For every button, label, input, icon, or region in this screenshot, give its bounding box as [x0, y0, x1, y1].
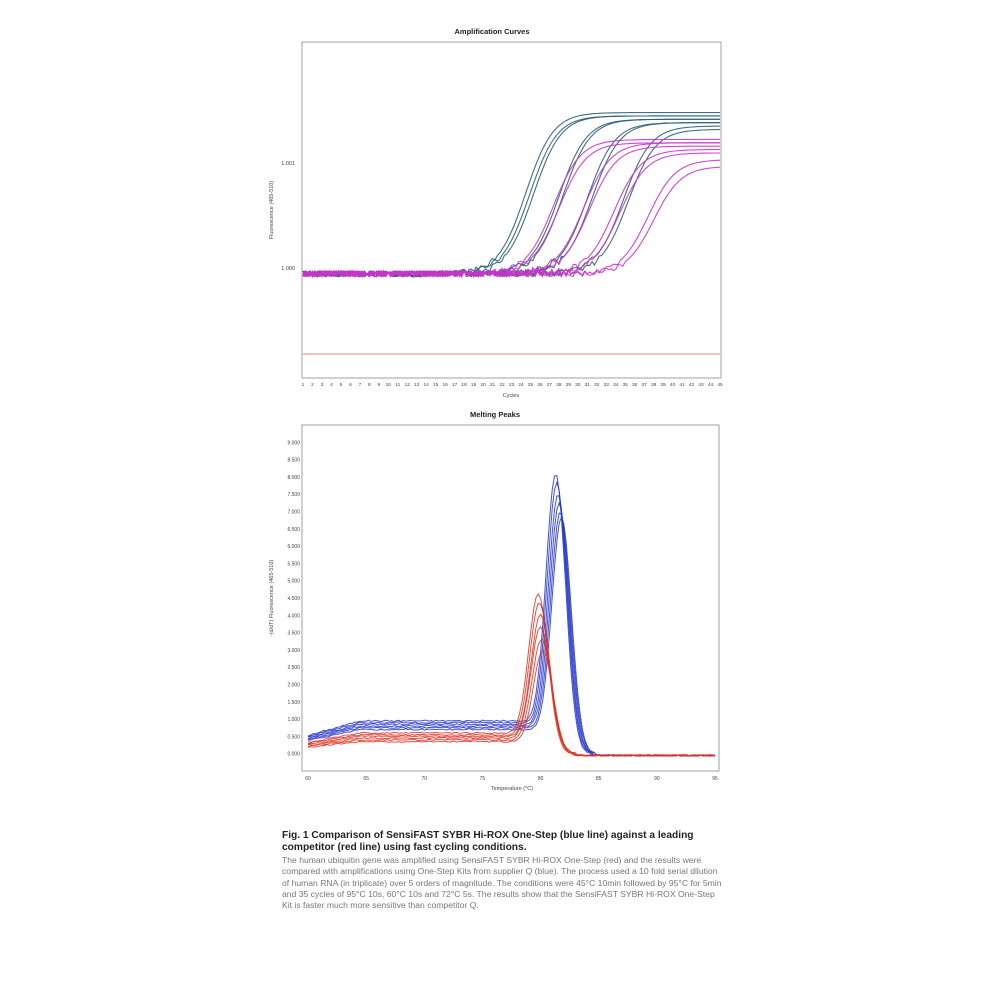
- amp-x-tick-label: 13: [414, 382, 420, 388]
- melt-y-tick-label: 3.000: [287, 648, 300, 654]
- amp-x-tick-label: 43: [698, 382, 704, 388]
- amp-x-tick-label: 33: [604, 382, 610, 388]
- amp-x-tick-label: 14: [424, 382, 430, 388]
- figure-caption: Fig. 1 Comparison of SensiFAST SYBR Hi-R…: [282, 830, 722, 911]
- melt-x-tick-label: 85: [596, 776, 602, 782]
- melt-y-tick-label: 9.000: [287, 440, 300, 446]
- amp-x-tick-label: 30: [575, 382, 581, 388]
- amp-x-tick-label: 18: [461, 382, 467, 388]
- charts-canvas: Amplification Curves 1.001 1.000 Fluores…: [269, 27, 723, 792]
- melt-y-tick-label: 5.500: [287, 561, 300, 567]
- amplification-plot-area: [301, 41, 722, 379]
- melting-x-ticks: 60 65 70 75 80 85 90 95: [305, 776, 718, 782]
- melt-y-tick-label: 2.500: [287, 665, 300, 671]
- amp-y-tick-label: 1.000: [281, 266, 295, 272]
- melt-y-tick-label: 6.500: [287, 527, 300, 533]
- melt-x-tick-label: 90: [654, 776, 660, 782]
- amplification-curve: [302, 166, 721, 278]
- amp-x-tick-label: 20: [480, 382, 486, 388]
- amplification-x-label: Cycles: [503, 393, 520, 399]
- amp-x-tick-label: 21: [490, 382, 496, 388]
- amplification-curve: [302, 152, 720, 279]
- amp-x-tick-label: 23: [509, 382, 515, 388]
- amp-x-tick-label: 32: [594, 382, 600, 388]
- amp-x-tick-label: 39: [660, 382, 666, 388]
- amplification-title: Amplification Curves: [454, 27, 529, 36]
- amp-x-tick-label: 6: [349, 382, 352, 388]
- melt-y-tick-label: 4.500: [287, 596, 300, 602]
- melting-title: Melting Peaks: [470, 410, 520, 419]
- melt-y-tick-label: 1.000: [287, 717, 300, 723]
- melt-y-tick-label: 7.000: [287, 510, 300, 516]
- amp-x-tick-label: 1: [302, 382, 305, 388]
- amp-x-tick-label: 31: [585, 382, 591, 388]
- melt-y-tick-label: 8.000: [287, 475, 300, 481]
- amp-x-tick-label: 41: [679, 382, 685, 388]
- melt-y-tick-label: 4.000: [287, 613, 300, 619]
- amp-x-tick-label: 44: [708, 382, 714, 388]
- amp-x-tick-label: 29: [566, 382, 572, 388]
- melt-y-tick-label: 0.500: [287, 734, 300, 740]
- melt-y-tick-label: 0.000: [287, 752, 300, 758]
- melt-x-tick-label: 65: [363, 776, 369, 782]
- amplification-series: [302, 112, 721, 279]
- amp-x-tick-label: 22: [499, 382, 505, 388]
- melt-x-tick-label: 60: [305, 776, 311, 782]
- melt-y-tick-label: 5.000: [287, 579, 300, 585]
- melt-y-tick-label: 6.000: [287, 544, 300, 550]
- melt-y-tick-label: 1.500: [287, 700, 300, 706]
- melt-x-tick-label: 70: [422, 776, 428, 782]
- amp-x-tick-label: 19: [471, 382, 477, 388]
- amp-x-tick-label: 40: [670, 382, 676, 388]
- amp-x-tick-label: 25: [528, 382, 534, 388]
- amp-x-tick-label: 42: [689, 382, 695, 388]
- amp-x-tick-label: 3: [321, 382, 324, 388]
- caption-body: The human ubiquitin gene was amplified u…: [282, 855, 722, 911]
- melt-x-tick-label: 75: [480, 776, 486, 782]
- amp-x-tick-label: 2: [311, 382, 314, 388]
- amp-y-tick-label: 1.001: [281, 161, 295, 167]
- amp-x-tick-label: 17: [452, 382, 458, 388]
- melt-y-tick-label: 7.500: [287, 492, 300, 498]
- melting-y-label: -(d/dT) Fluorescence (465-510): [269, 560, 275, 637]
- amp-x-tick-label: 9: [377, 382, 380, 388]
- amp-x-tick-label: 34: [613, 382, 619, 388]
- amplification-curve: [302, 149, 720, 278]
- amp-x-tick-label: 27: [547, 382, 553, 388]
- amplification-x-ticks: 1 2 3 4 5 6 7 8 9 10 11 12 13 14 15 16 17 18 19 20 21 22 23 24 2…: [302, 382, 723, 388]
- amp-x-tick-label: 12: [405, 382, 411, 388]
- melt-y-tick-label: 2.000: [287, 683, 300, 689]
- amplification-y-label: Fluorescence (465-510): [269, 181, 275, 240]
- melt-y-tick-label: 3.500: [287, 631, 300, 637]
- melt-y-tick-label: 8.500: [287, 458, 300, 464]
- amp-x-tick-label: 36: [632, 382, 638, 388]
- amp-x-tick-label: 5: [340, 382, 343, 388]
- amp-x-tick-label: 4: [330, 382, 333, 388]
- melt-x-tick-label: 80: [538, 776, 544, 782]
- amp-x-tick-label: 37: [642, 382, 648, 388]
- amp-x-tick-label: 35: [623, 382, 629, 388]
- amp-x-tick-label: 24: [518, 382, 524, 388]
- caption-title: Fig. 1 Comparison of SensiFAST SYBR Hi-R…: [282, 830, 694, 853]
- amp-x-tick-label: 10: [386, 382, 392, 388]
- amp-x-tick-label: 15: [433, 382, 439, 388]
- amp-x-tick-label: 26: [537, 382, 543, 388]
- amplification-chart: Amplification Curves 1.001 1.000 Fluores…: [269, 27, 723, 399]
- amp-x-tick-label: 45: [717, 382, 723, 388]
- melting-plot-area: [301, 424, 720, 772]
- amp-x-tick-label: 16: [443, 382, 449, 388]
- amp-x-tick-label: 8: [368, 382, 371, 388]
- amp-x-tick-label: 11: [395, 382, 400, 388]
- melting-y-ticks: 0.000 0.500 1.000 1.500 2.000 2.500 3.000 3.500…: [287, 440, 300, 757]
- melting-chart: Melting Peaks -(d/dT) Fluorescence (465-…: [269, 410, 720, 792]
- melting-series: [307, 475, 716, 757]
- melting-curve: [307, 650, 716, 757]
- melting-x-label: Temperature (°C): [491, 786, 533, 792]
- melt-x-tick-label: 95: [712, 776, 718, 782]
- amp-x-tick-label: 38: [651, 382, 657, 388]
- amp-x-tick-label: 28: [556, 382, 562, 388]
- amp-x-tick-label: 7: [359, 382, 362, 388]
